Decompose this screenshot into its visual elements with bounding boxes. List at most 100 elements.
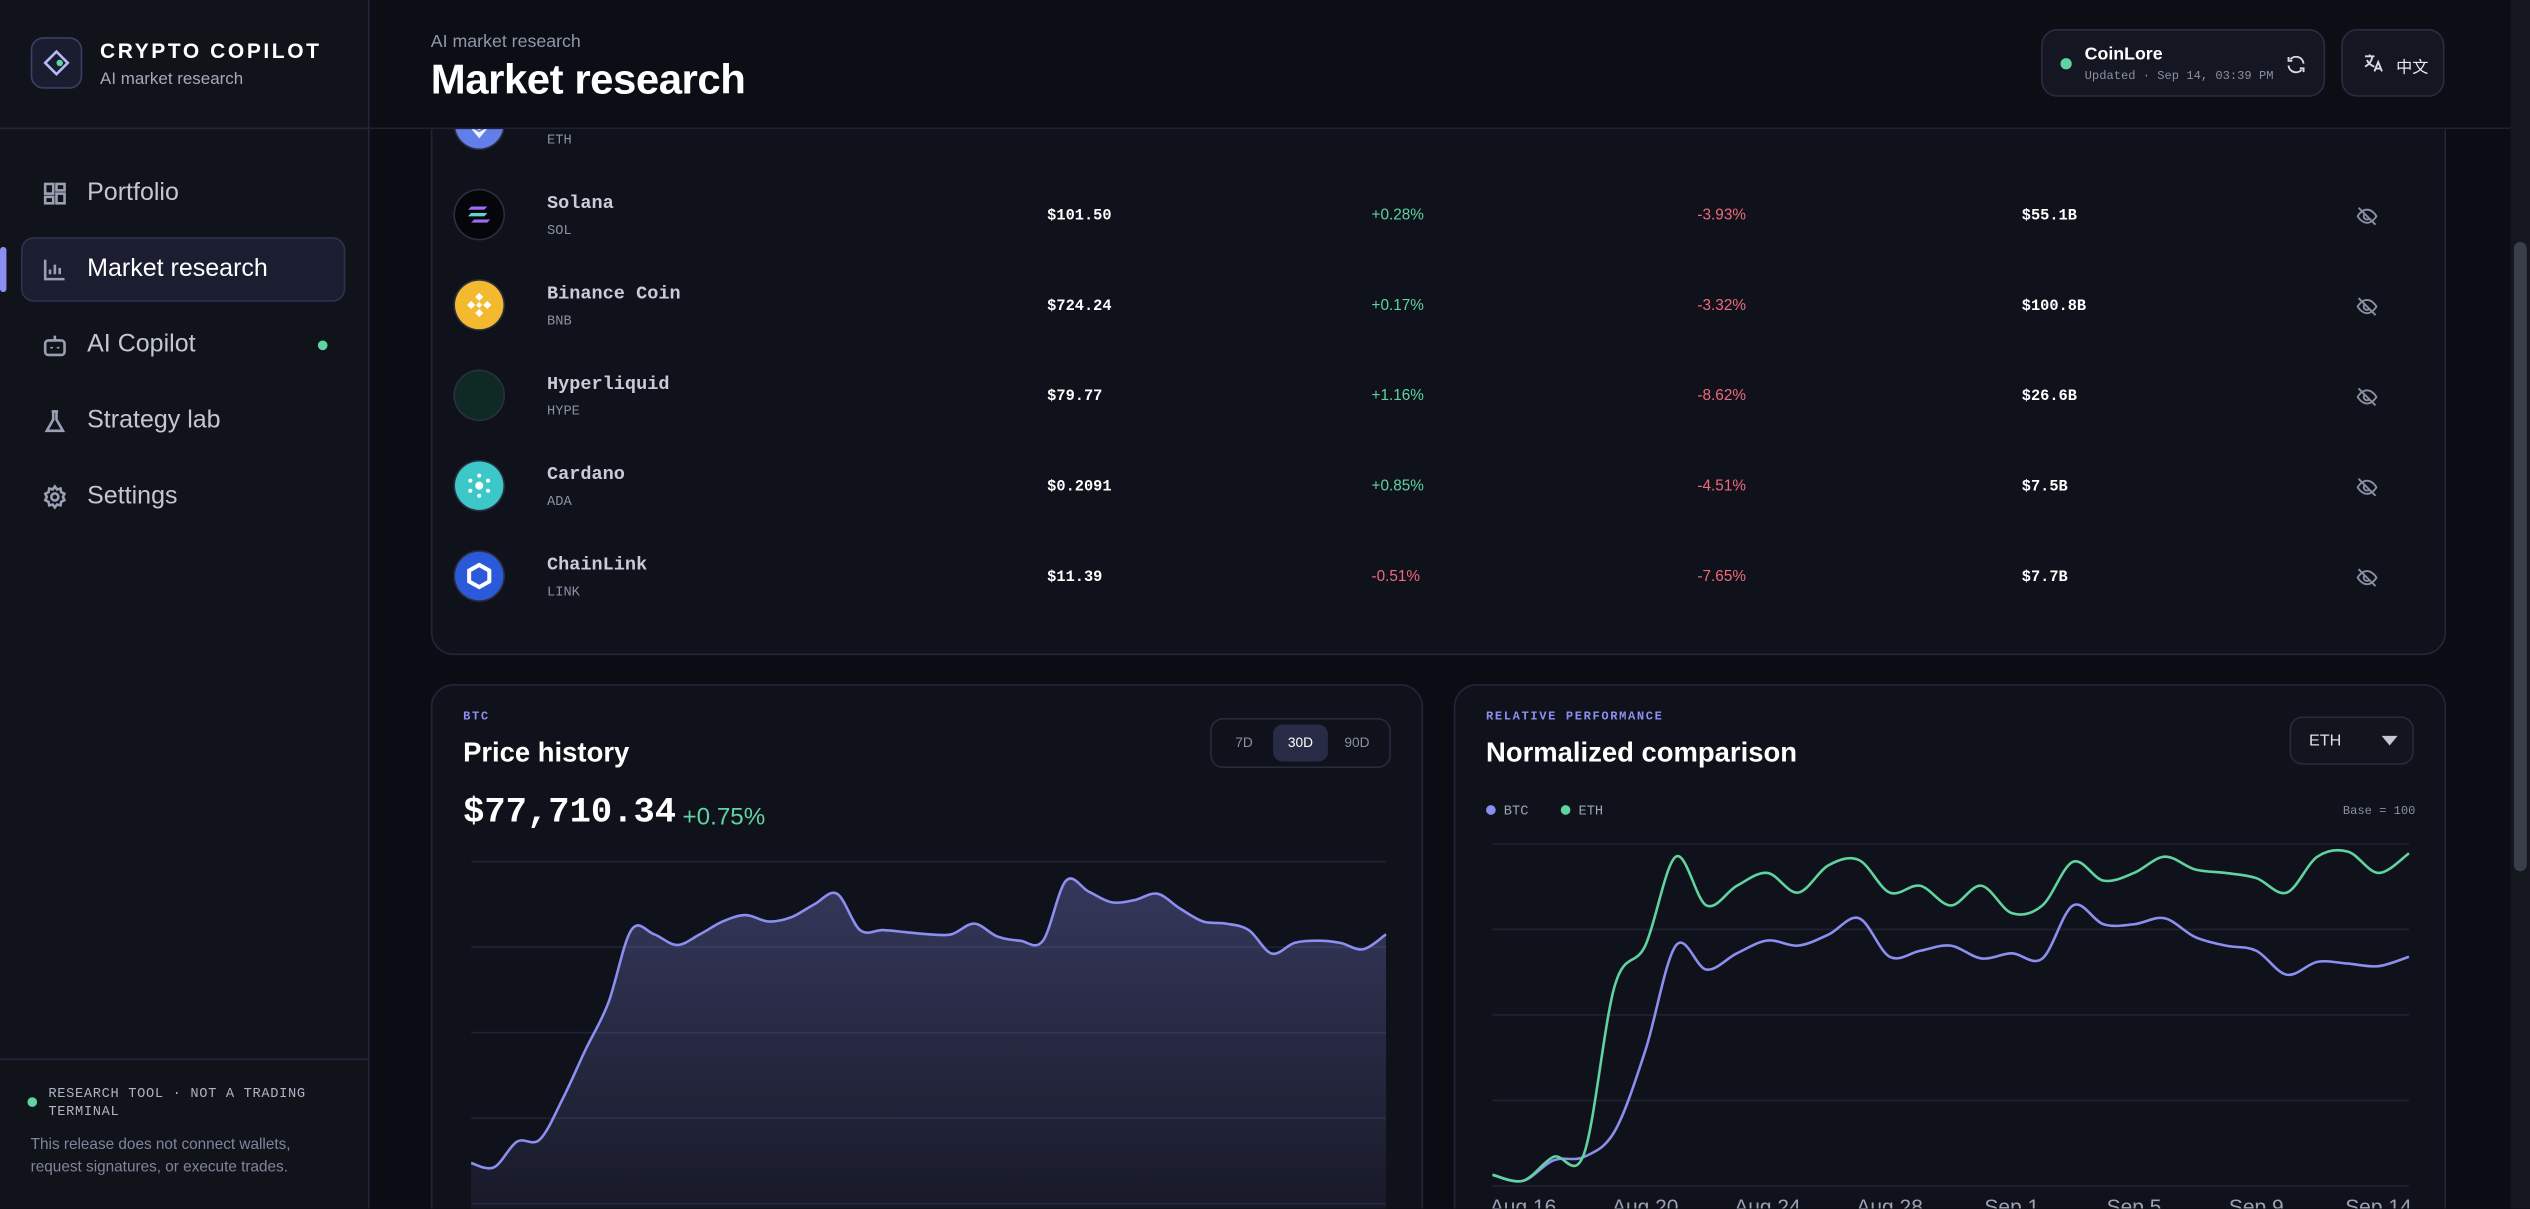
nav-label: Market research bbox=[87, 254, 268, 283]
coin-name: Binance Coin bbox=[546, 283, 681, 305]
hide-button[interactable] bbox=[2356, 386, 2379, 409]
card-title: Price history bbox=[463, 737, 630, 769]
active-indicator bbox=[0, 246, 7, 293]
nav-label: Portfolio bbox=[87, 179, 179, 207]
nav-label: AI Copilot bbox=[87, 330, 196, 359]
coin-symbol: SOL bbox=[546, 222, 572, 239]
range-button[interactable]: 90D bbox=[1344, 734, 1370, 751]
price-card: BTC Price history 7D 30D 90D $77,710.34 +0… bbox=[430, 684, 1424, 1209]
change-24h: +1.16% bbox=[1371, 387, 1424, 405]
table-row: Hyperliquid HYPE $79.77 +1.16% -8.62% $26.6B bbox=[432, 352, 2444, 442]
x-tick-label: Aug 20 bbox=[1612, 1196, 1678, 1208]
series-line bbox=[1492, 903, 2410, 1183]
nav-icon bbox=[44, 410, 66, 433]
change-24h: +0.85% bbox=[1371, 477, 1424, 496]
coin-glyph bbox=[467, 562, 492, 590]
scrollbar[interactable] bbox=[2510, 0, 2530, 1209]
table-row: Solana SOL $101.50 +0.28% -3.93% $55.1B bbox=[432, 171, 2444, 261]
status-dot bbox=[317, 340, 328, 351]
range-button[interactable]: 30D bbox=[1273, 724, 1328, 762]
nav-label: Settings bbox=[87, 482, 178, 510]
coin-name: Hyperliquid bbox=[546, 374, 670, 396]
eye-off-icon bbox=[2356, 207, 2378, 226]
change-7d: -7.65% bbox=[1697, 567, 1747, 586]
header: AI market research Market research CoinL… bbox=[369, 0, 2511, 130]
hide-button[interactable] bbox=[2356, 566, 2379, 589]
x-tick-label: Aug 24 bbox=[1734, 1196, 1801, 1208]
nav-item[interactable]: Strategy lab bbox=[21, 389, 345, 454]
range-button[interactable]: 7D bbox=[1235, 734, 1253, 751]
coin-icon bbox=[455, 190, 504, 239]
page-title: Market research bbox=[430, 54, 746, 104]
price: $77,710.34 bbox=[463, 792, 677, 833]
eye-off-icon bbox=[2356, 387, 2378, 407]
table-row: ChainLink LINK $11.39 -0.51% -7.65% $7.7B bbox=[432, 532, 2444, 622]
price: $79.77 bbox=[1047, 387, 1103, 405]
area-fill bbox=[471, 878, 1387, 1209]
language-button[interactable]: 中文 bbox=[2341, 29, 2445, 97]
coin-glyph bbox=[468, 473, 491, 498]
asset-dropdown[interactable]: ETH bbox=[2289, 716, 2414, 765]
status-dot bbox=[27, 1097, 38, 1107]
change-7d: -4.51% bbox=[1697, 477, 1747, 496]
coin-symbol: ETH bbox=[546, 132, 572, 149]
card-eyebrow: BTC bbox=[463, 711, 490, 725]
x-tick-label: Sep 14 bbox=[2345, 1196, 2412, 1208]
refresh-button[interactable] bbox=[2285, 53, 2308, 76]
scroll-thumb[interactable] bbox=[2513, 242, 2527, 872]
card-eyebrow: RELATIVE PERFORMANCE bbox=[1486, 711, 1664, 725]
card-title: Normalized comparison bbox=[1486, 737, 1798, 769]
change-7d: -3.32% bbox=[1697, 296, 1747, 315]
caret bbox=[2381, 735, 2398, 746]
sidebar: CRYPTO COPILOT AI market research Portfo… bbox=[0, 0, 370, 1209]
series-line bbox=[1492, 848, 2410, 1183]
dropdown-value: ETH bbox=[2308, 732, 2342, 751]
data-source: CoinLore Updated · Sep 14, 03:39 PM bbox=[2041, 29, 2326, 97]
logo bbox=[30, 37, 83, 89]
nav-item[interactable]: Market research bbox=[20, 237, 346, 302]
coin-symbol: BNB bbox=[546, 313, 572, 330]
nav-item[interactable]: AI Copilot bbox=[21, 313, 345, 378]
coin-glyph bbox=[468, 206, 491, 223]
nav-label: Strategy lab bbox=[87, 406, 221, 435]
range-selector: 7D 30D 90D bbox=[1210, 718, 1391, 769]
comparison-card: RELATIVE PERFORMANCE Normalized comparis… bbox=[1453, 684, 2447, 1209]
coin-icon bbox=[455, 551, 504, 601]
coin-name: ChainLink bbox=[546, 555, 648, 577]
x-tick-label: Aug 28 bbox=[1856, 1196, 1922, 1208]
price: $101.50 bbox=[1047, 206, 1112, 225]
coin-icon bbox=[455, 280, 504, 330]
table-row: Cardano ADA $0.2091 +0.85% -4.51% $7.5B bbox=[432, 442, 2444, 532]
price: $0.2091 bbox=[1047, 477, 1112, 496]
legend-label: ETH bbox=[1578, 804, 1603, 819]
hide-button[interactable] bbox=[2356, 295, 2379, 318]
price: $724.24 bbox=[1047, 296, 1112, 315]
legend-dot bbox=[1486, 805, 1496, 815]
legend-label: BTC bbox=[1504, 804, 1529, 819]
market-cap: $100.8B bbox=[2021, 296, 2087, 315]
x-tick-label: Sep 1 bbox=[1984, 1196, 2039, 1208]
nav-icon bbox=[43, 484, 67, 510]
coin-symbol: LINK bbox=[546, 584, 580, 601]
hide-button[interactable] bbox=[2356, 476, 2379, 499]
price-change: +0.75% bbox=[682, 803, 766, 831]
translate-icon bbox=[2364, 54, 2383, 72]
brand: CRYPTO COPILOT bbox=[100, 38, 322, 63]
language-label: 中文 bbox=[2396, 59, 2429, 78]
hide-button[interactable] bbox=[2356, 205, 2379, 228]
divider bbox=[0, 127, 368, 130]
coin-name: Cardano bbox=[546, 464, 625, 486]
price-chart bbox=[470, 860, 1387, 1209]
coin-glyph bbox=[467, 389, 492, 402]
nav-icon bbox=[43, 335, 66, 357]
market-cap: $55.1B bbox=[2021, 206, 2077, 225]
divider bbox=[0, 1058, 368, 1061]
market-cap: $7.7B bbox=[2021, 567, 2068, 586]
nav-item[interactable]: Settings bbox=[21, 465, 345, 530]
nav-item[interactable]: Portfolio bbox=[21, 161, 345, 226]
legend-dot bbox=[1560, 805, 1571, 815]
table-row: Binance Coin BNB $724.24 +0.17% -3.32% $100.8… bbox=[432, 261, 2444, 351]
coin-name: Solana bbox=[546, 193, 614, 215]
logo-mark bbox=[43, 49, 70, 77]
